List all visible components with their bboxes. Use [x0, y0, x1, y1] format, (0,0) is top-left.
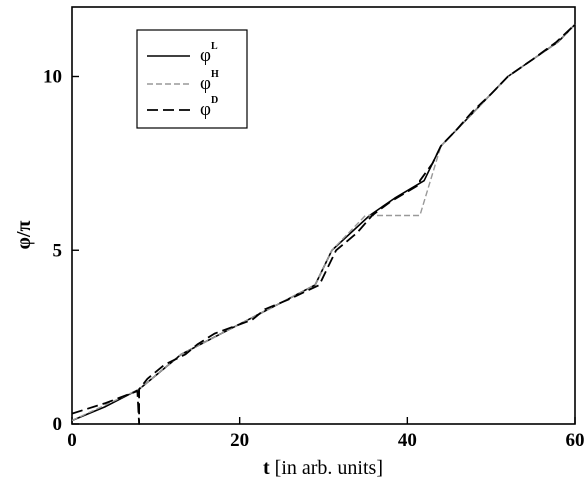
- y-axis-label: φ/π: [13, 220, 35, 249]
- plot-frame: [71, 6, 576, 425]
- legend: φL φH φD: [136, 29, 248, 129]
- legend-text-3: φD: [200, 95, 218, 120]
- legend-text-1: φL: [200, 41, 218, 66]
- x-axis-label: t [in arb. units]: [263, 457, 383, 479]
- y-tick-label-0: 0: [53, 414, 63, 435]
- series-line-D: [71, 23, 576, 425]
- legend-text-2: φH: [200, 69, 219, 94]
- x-tick-label-3: 60: [566, 430, 585, 451]
- x-tick-label-2: 40: [398, 430, 417, 451]
- axis-ticks: 0 20 40 60 0 5 10: [43, 67, 585, 452]
- y-tick-label-1: 5: [53, 240, 63, 261]
- x-tick-label-0: 0: [67, 430, 77, 451]
- x-tick-label-1: 20: [230, 430, 249, 451]
- y-tick-label-2: 10: [43, 67, 62, 88]
- series-layer: [71, 23, 576, 425]
- legend-box: [136, 29, 248, 129]
- x-axis-label-unit: [in arb. units]: [270, 457, 383, 479]
- x-axis-label-main: t: [263, 457, 270, 479]
